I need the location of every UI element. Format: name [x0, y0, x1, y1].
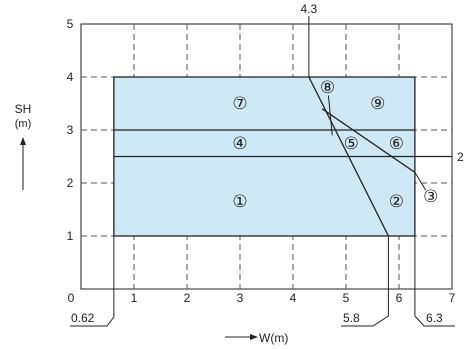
- callout-leader-left: [70, 236, 115, 327]
- callout-left-value: 0.62: [71, 311, 95, 325]
- tick-label-y: 4: [67, 70, 74, 84]
- horizontal-lines: [113, 129, 452, 158]
- boundary-line: [308, 76, 389, 237]
- x-axis-arrowhead: [250, 334, 258, 340]
- zone-marker: ④: [232, 134, 247, 153]
- zone-marker: ③: [423, 187, 438, 206]
- zone3-leader: [414, 172, 427, 191]
- zone8-leader: [327, 95, 333, 136]
- tick-label-y: 1: [67, 229, 74, 243]
- y-axis-label: SH: [15, 102, 32, 116]
- callout-top-value: 4.3: [301, 2, 318, 16]
- zone-marker: ②: [389, 192, 404, 211]
- zone-marker: ⑦: [232, 94, 247, 113]
- tick-label-y: 2: [67, 176, 74, 190]
- callout-right-y-value: 2: [457, 150, 464, 164]
- zone-marker: ⑨: [370, 94, 385, 113]
- x-axis-label: W(m): [259, 331, 288, 345]
- tick-label-x: 1: [131, 291, 138, 305]
- y-axis-unit: (m): [15, 118, 32, 130]
- zone-markers: ① ② ③ ④ ⑤ ⑥ ⑦ ⑧ ⑨: [232, 78, 438, 211]
- tick-label-x: 7: [449, 291, 456, 305]
- boundary-line: [321, 108, 416, 173]
- zone-marker: ⑤: [344, 134, 359, 153]
- tick-label-x: 3: [237, 291, 244, 305]
- zone-marker: ⑥: [389, 134, 404, 153]
- y-axis-arrowhead: [20, 137, 26, 145]
- axis-ticks: 0 1 2 3 4 5 6 7 1 2 3 4 5: [67, 17, 456, 305]
- tick-label-x: 2: [184, 291, 191, 305]
- boundary-lines: [308, 16, 416, 237]
- zone-marker: ①: [232, 192, 247, 211]
- tick-label-x: 4: [290, 291, 297, 305]
- tick-label-y: 5: [67, 17, 74, 31]
- callout-mid-value: 5.8: [343, 311, 360, 325]
- callout-right-value: 6.3: [426, 311, 443, 325]
- zone-marker: ⑧: [320, 78, 335, 97]
- callout-leader-right: [414, 236, 455, 327]
- tick-label-origin: 0: [68, 291, 75, 305]
- callout-leader-mid: [341, 236, 389, 327]
- tick-label-x: 5: [343, 291, 350, 305]
- tick-label-x: 6: [396, 291, 403, 305]
- callouts: 0.62 5.8 6.3 4.3 2: [70, 2, 464, 327]
- tick-label-y: 3: [67, 123, 74, 137]
